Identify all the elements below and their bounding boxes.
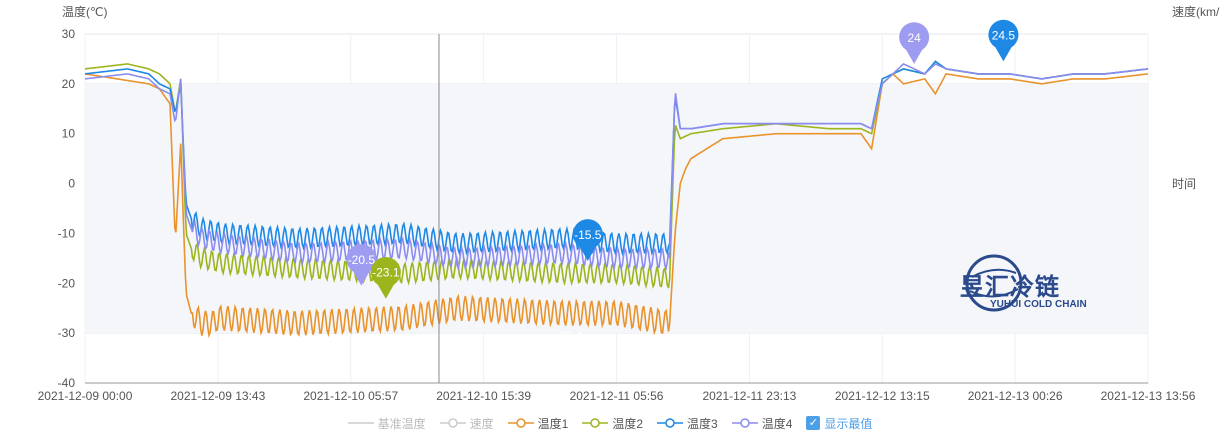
series-line-1 <box>84 72 1149 339</box>
y-tick-label: -10 <box>58 226 76 240</box>
x-tick-label: 2021-12-13 13:56 <box>1101 389 1196 403</box>
value-markers: 24 24.5 -20.5-23.1 -15.5 -30.4 <box>346 19 1019 343</box>
series-line-4 <box>84 62 1149 272</box>
watermark-cn: 昱汇冷链 <box>960 274 1060 301</box>
legend-item-2[interactable]: 速度 <box>439 415 494 432</box>
min-marker-pin <box>346 244 377 286</box>
y-tick-label: 0 <box>68 177 75 191</box>
x-tick-label: 2021-12-11 05:56 <box>570 389 664 403</box>
y-tick-label: 30 <box>62 27 76 41</box>
chart-legend: 基准温度 速度 温度1 温度2 温度3 温度4 ✓ 显示最值 <box>0 412 1220 434</box>
y-tick-labels: 30 20 10 0 -10 -20 -30 -40 <box>58 27 76 390</box>
x-tick-label: 2021-12-09 00:00 <box>38 389 133 403</box>
min-marker-label: -20.5 <box>348 253 376 267</box>
y-tick-label: -30 <box>58 326 76 340</box>
x-tick-label: 2021-12-10 15:39 <box>436 389 531 403</box>
legend-item-6[interactable]: 温度4 <box>731 415 793 432</box>
y-tick-label: 10 <box>62 127 76 141</box>
show-max-label: 显示最值 <box>824 416 873 431</box>
y-axis-label-left: 温度(℃) <box>62 4 107 19</box>
legend-item-5[interactable]: 温度3 <box>657 415 718 432</box>
min-marker-label: -23.1 <box>372 266 400 280</box>
min-marker: -23.1 <box>370 257 401 299</box>
min-marker-label: -15.5 <box>574 228 602 242</box>
min-marker-pin <box>370 257 401 299</box>
legend-label: 温度1 <box>537 416 569 431</box>
max-marker-pin <box>899 22 930 64</box>
max-marker: 24.5 <box>988 19 1019 62</box>
min-marker-label: -30.4 <box>555 329 583 343</box>
legend-line-icon <box>347 422 374 424</box>
x-tick-label: 2021-12-12 13:15 <box>835 389 930 403</box>
min-marker-pin <box>572 219 603 261</box>
x-axis-label: 时间 <box>1172 177 1196 191</box>
legend-item-4[interactable]: 温度2 <box>582 415 643 432</box>
legend-item-3[interactable]: 温度1 <box>507 415 569 432</box>
x-tick-label: 2021-12-13 00:26 <box>968 389 1063 403</box>
legend-circle-icon <box>507 418 534 428</box>
y-tick-label: 20 <box>62 77 76 91</box>
max-marker: 24 <box>899 22 930 64</box>
show-max-toggle[interactable]: ✓ 显示最值 <box>806 415 872 432</box>
max-marker-pin <box>988 19 1019 62</box>
legend-circle-icon <box>657 418 683 428</box>
x-tick-label: 2021-12-11 23:13 <box>702 389 796 403</box>
watermark-logo: 昱汇冷链 YUHUI COLD CHAIN <box>960 245 1140 335</box>
x-tick-labels: 2021-12-09 00:00 2021-12-09 13:43 2021-12-… <box>38 389 1196 403</box>
temperature-line-chart: 温度(℃) 速度(km/h) 时间 30 20 10 0 -10 -20 -30 -40 20… <box>38 4 1220 403</box>
y-tick-label: -20 <box>58 276 76 290</box>
legend-circle-icon <box>439 418 466 428</box>
y-axis-label-right: 速度(km/h) <box>1172 4 1220 19</box>
legend-label: 温度4 <box>761 416 793 431</box>
legend-circle-icon <box>582 418 609 428</box>
series-lines <box>84 60 1149 339</box>
x-tick-label: 2021-12-09 13:43 <box>171 389 266 403</box>
max-marker-label: 24 <box>907 31 921 45</box>
legend-label: 温度2 <box>612 416 643 431</box>
max-marker-label: 24.5 <box>992 28 1016 42</box>
legend-label: 温度3 <box>687 416 718 431</box>
globe-icon <box>965 254 1023 312</box>
x-tick-label: 2021-12-10 05:57 <box>303 389 398 403</box>
legend-label: 速度 <box>469 416 494 431</box>
legend-label: 基准温度 <box>377 416 426 431</box>
min-marker: -15.5 <box>572 219 603 261</box>
watermark-en: YUHUI COLD CHAIN <box>990 299 1087 310</box>
legend-circle-icon <box>731 418 758 428</box>
checkbox-icon[interactable]: ✓ <box>806 416 821 430</box>
y-tick-label: -40 <box>58 376 76 390</box>
legend-item-1[interactable]: 基准温度 <box>347 415 426 432</box>
min-marker: -20.5 <box>346 244 377 286</box>
